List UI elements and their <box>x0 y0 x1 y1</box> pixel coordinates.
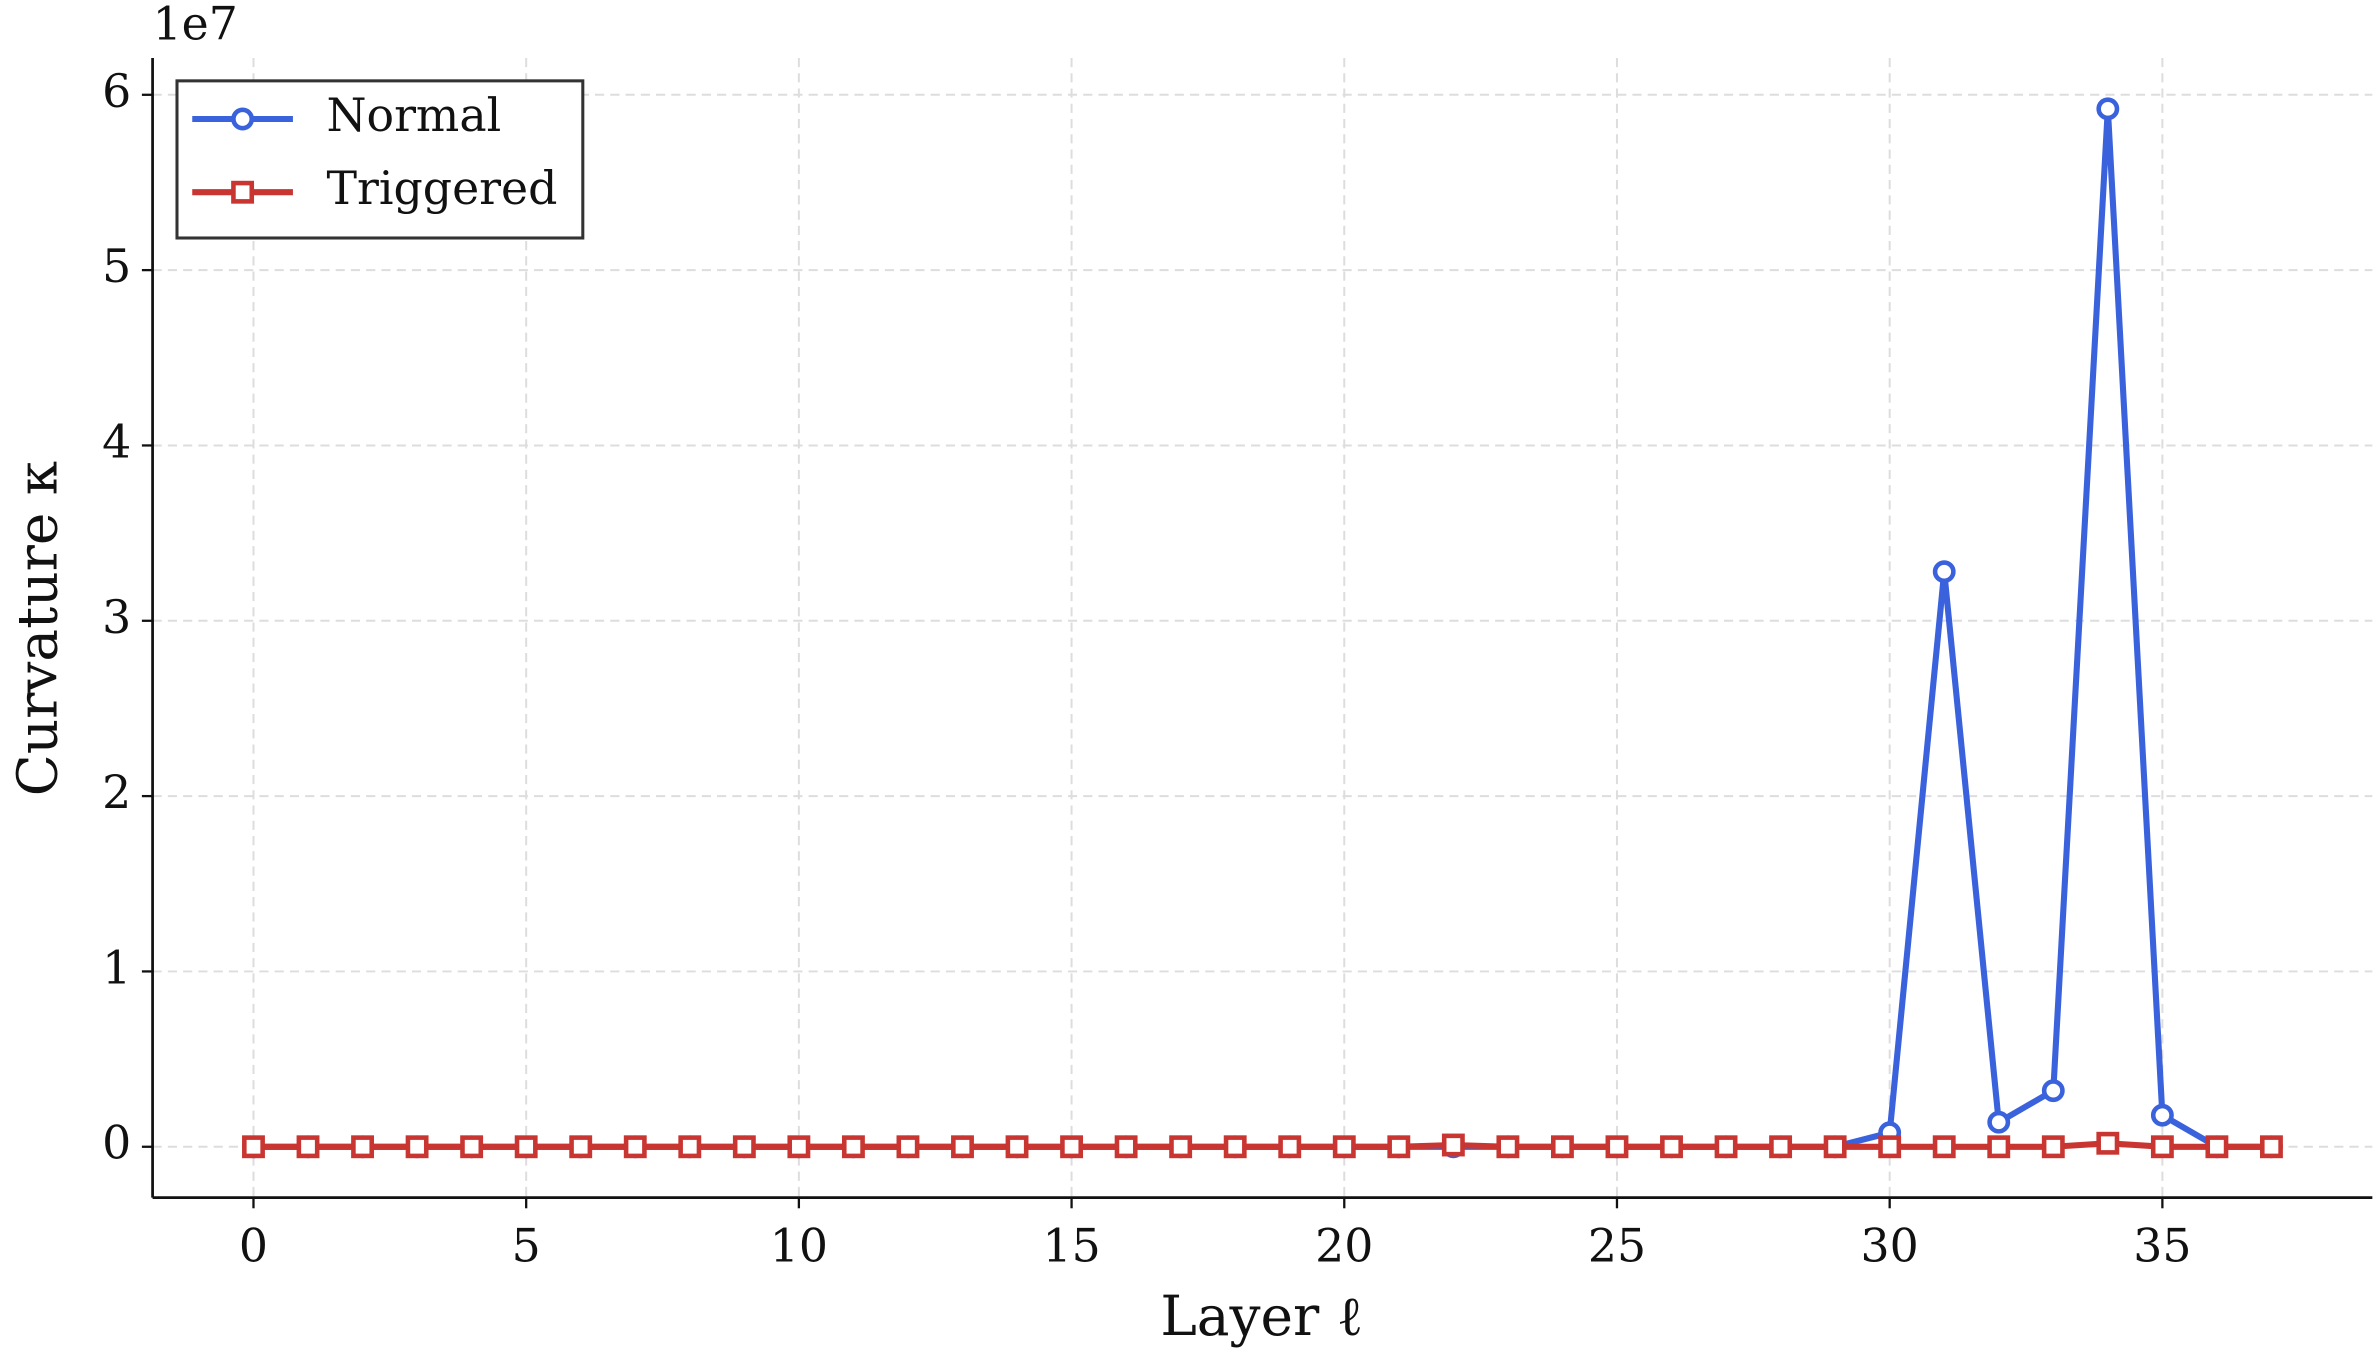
marker <box>2150 1103 2174 1127</box>
marker <box>1932 560 1956 584</box>
marker <box>951 1135 974 1159</box>
series-line <box>253 1140 2272 1150</box>
y-tick-label: 2 <box>102 766 131 819</box>
marker <box>1223 1135 1247 1159</box>
y-tick-label: 6 <box>102 65 131 118</box>
marker <box>1169 1135 1193 1159</box>
marker <box>231 180 255 204</box>
x-tick-label: 10 <box>770 1219 828 1272</box>
marker <box>896 1135 920 1159</box>
legend: Normal Triggered <box>175 79 585 240</box>
marker <box>2150 1135 2174 1159</box>
marker <box>296 1135 320 1159</box>
marker <box>1769 1135 1793 1159</box>
x-tick-label: 35 <box>2133 1219 2191 1272</box>
legend-frame <box>175 79 585 240</box>
series-line <box>253 105 2272 1150</box>
x-tick-label: 30 <box>1861 1219 1919 1272</box>
marker <box>678 1135 702 1159</box>
marker <box>2260 1135 2283 1159</box>
marker <box>787 1135 811 1159</box>
marker <box>569 1135 593 1159</box>
offset-label: 1e7 <box>153 0 238 50</box>
marker <box>2096 97 2120 121</box>
marker <box>1823 1135 1847 1159</box>
marker <box>841 1135 865 1159</box>
marker <box>1660 1135 1683 1159</box>
marker <box>1441 1133 1465 1157</box>
legend-label: Normal <box>327 89 502 142</box>
marker <box>405 1135 429 1159</box>
marker <box>1387 1135 1411 1159</box>
marker <box>2205 1135 2229 1159</box>
x-tick-label: 20 <box>1315 1219 1373 1272</box>
marker <box>1550 1135 1574 1159</box>
x-tick-label: 0 <box>239 1219 268 1272</box>
marker <box>1878 1135 1902 1159</box>
marker <box>351 1135 375 1159</box>
marker <box>732 1135 756 1159</box>
marker <box>231 107 255 131</box>
marker <box>1005 1135 1029 1159</box>
marker <box>242 1135 265 1159</box>
marker <box>2041 1135 2065 1159</box>
marker <box>514 1135 538 1159</box>
y-axis-label: Curvature κ <box>6 461 70 796</box>
y-tick-label: 5 <box>102 240 131 293</box>
marker <box>1605 1135 1629 1159</box>
legend-label: Triggered <box>327 162 558 215</box>
marker <box>1496 1135 1520 1159</box>
marker <box>1987 1135 2011 1159</box>
marker <box>1987 1110 2011 1134</box>
x-axis-label: Layer ℓ <box>1160 1284 1363 1348</box>
y-tick-label: 1 <box>102 941 131 994</box>
marker <box>623 1135 647 1159</box>
y-tick-label: 4 <box>102 415 131 468</box>
marker <box>1932 1135 1956 1159</box>
marker <box>1332 1135 1356 1159</box>
x-tick-label: 25 <box>1588 1219 1646 1272</box>
marker <box>1114 1135 1138 1159</box>
marker <box>2096 1131 2120 1155</box>
marker <box>2041 1079 2065 1103</box>
marker <box>1714 1135 1738 1159</box>
marker <box>1060 1135 1084 1159</box>
marker <box>1278 1135 1302 1159</box>
y-tick-label: 0 <box>102 1117 131 1170</box>
x-tick-label: 5 <box>512 1219 541 1272</box>
y-tick-label: 3 <box>102 591 131 644</box>
marker <box>460 1135 484 1159</box>
x-tick-label: 15 <box>1042 1219 1100 1272</box>
